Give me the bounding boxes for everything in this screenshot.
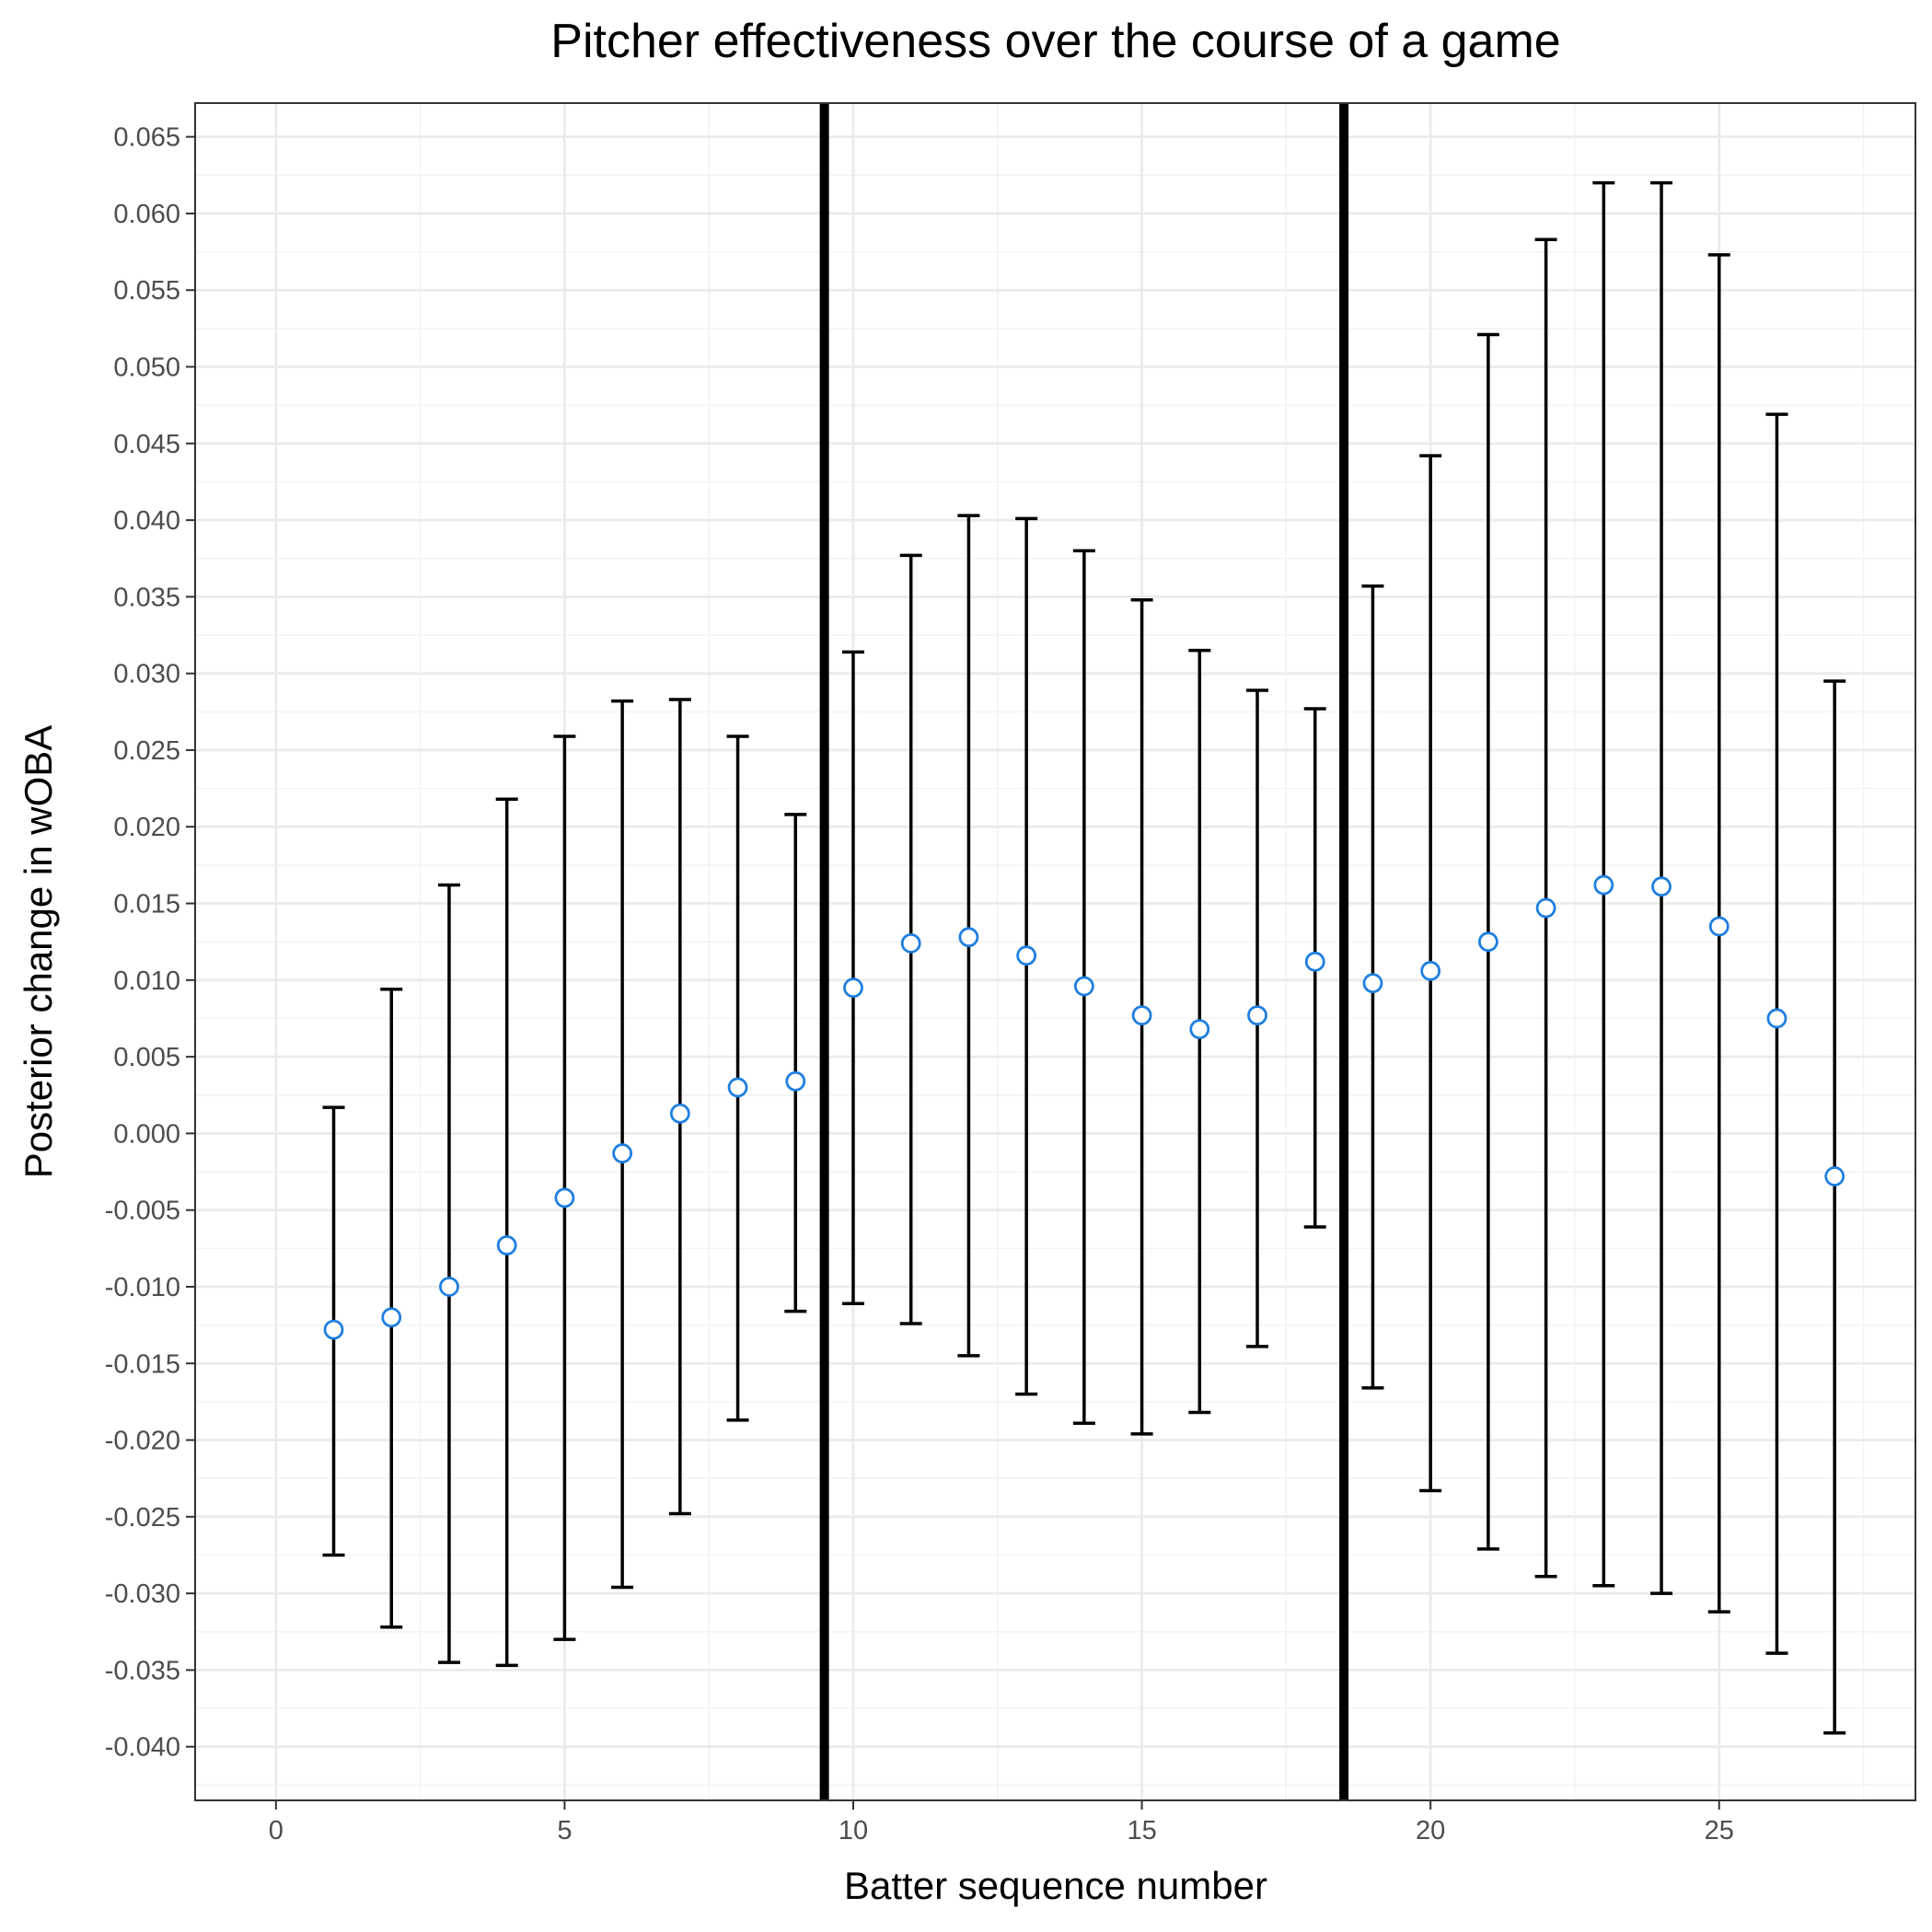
- data-point: [669, 1103, 690, 1124]
- x-tick-label: 0: [269, 1816, 283, 1845]
- y-tick-label: 0.000: [113, 1119, 180, 1149]
- y-tick-label: -0.020: [105, 1427, 180, 1456]
- y-tick-label: -0.025: [105, 1503, 180, 1533]
- y-tick-label: 0.025: [113, 736, 180, 766]
- data-point: [1073, 976, 1094, 997]
- y-tick-label: 0.015: [113, 890, 180, 920]
- error-bar: [784, 813, 807, 1313]
- data-point: [843, 978, 863, 999]
- error-bar: [1823, 679, 1846, 1735]
- y-tick-label: 0.010: [113, 966, 180, 996]
- y-tick-label: 0.065: [113, 123, 180, 153]
- data-point: [554, 1187, 575, 1209]
- data-point: [1016, 945, 1037, 966]
- data-point: [727, 1077, 748, 1098]
- y-tick-label: 0.050: [113, 353, 180, 383]
- data-point: [496, 1235, 517, 1255]
- data-point: [1535, 897, 1556, 919]
- error-bar: [437, 883, 460, 1664]
- y-tick-label: 0.020: [113, 813, 180, 842]
- data-point: [785, 1070, 806, 1092]
- x-tick-label: 25: [1705, 1816, 1734, 1845]
- data-point: [1189, 1019, 1210, 1040]
- chart-title: Pitcher effectiveness over the course of…: [550, 15, 1560, 68]
- data-point: [1304, 951, 1325, 972]
- y-tick-label: 0.035: [113, 583, 180, 612]
- points: [323, 874, 1845, 1340]
- error-bar: [1765, 412, 1788, 1655]
- y-tick-label: 0.060: [113, 200, 180, 229]
- y-tick-label: -0.030: [105, 1579, 180, 1609]
- x-tick-label: 5: [557, 1816, 572, 1845]
- data-point: [1362, 973, 1383, 994]
- reference-lines: [819, 103, 1349, 1800]
- data-point: [1420, 960, 1441, 981]
- x-axis: 0 5 10 15 20 25: [269, 1800, 1734, 1845]
- data-point: [612, 1143, 633, 1163]
- data-point: [1593, 874, 1614, 896]
- data-point: [1824, 1166, 1845, 1186]
- x-tick-label: 20: [1416, 1816, 1445, 1845]
- y-tick-label: 0.040: [113, 506, 180, 536]
- y-axis-label: Posterior change in wOBA: [17, 725, 60, 1179]
- data-point: [381, 1307, 402, 1328]
- y-tick-label: -0.010: [105, 1273, 180, 1302]
- y-axis: -0.040 -0.035 -0.030 -0.025 -0.020 -0.015 -0.0…: [105, 123, 195, 1763]
- grid: [195, 103, 1915, 1800]
- data-point: [1131, 1005, 1152, 1026]
- error-bars: [322, 180, 1846, 1735]
- data-point: [1708, 916, 1730, 937]
- error-bar: [495, 797, 518, 1668]
- data-point: [439, 1277, 459, 1297]
- y-tick-label: 0.045: [113, 430, 180, 459]
- y-tick-label: 0.005: [113, 1043, 180, 1072]
- y-tick-label: -0.035: [105, 1656, 180, 1685]
- y-tick-label: -0.005: [105, 1197, 180, 1226]
- plot-panel: [194, 102, 1916, 1801]
- x-tick-label: 10: [839, 1816, 868, 1845]
- x-tick-label: 15: [1127, 1816, 1156, 1845]
- data-point: [900, 932, 921, 954]
- data-point: [1247, 1005, 1267, 1026]
- data-point: [1766, 1008, 1787, 1029]
- y-tick-label: -0.040: [105, 1733, 180, 1763]
- y-tick-label: 0.030: [113, 660, 180, 689]
- data-point: [958, 927, 979, 948]
- data-point: [1651, 876, 1672, 897]
- y-tick-label: -0.015: [105, 1349, 180, 1379]
- data-point: [1477, 931, 1498, 953]
- data-point: [323, 1319, 344, 1340]
- y-tick-label: 0.055: [113, 276, 180, 306]
- x-axis-label: Batter sequence number: [844, 1864, 1267, 1907]
